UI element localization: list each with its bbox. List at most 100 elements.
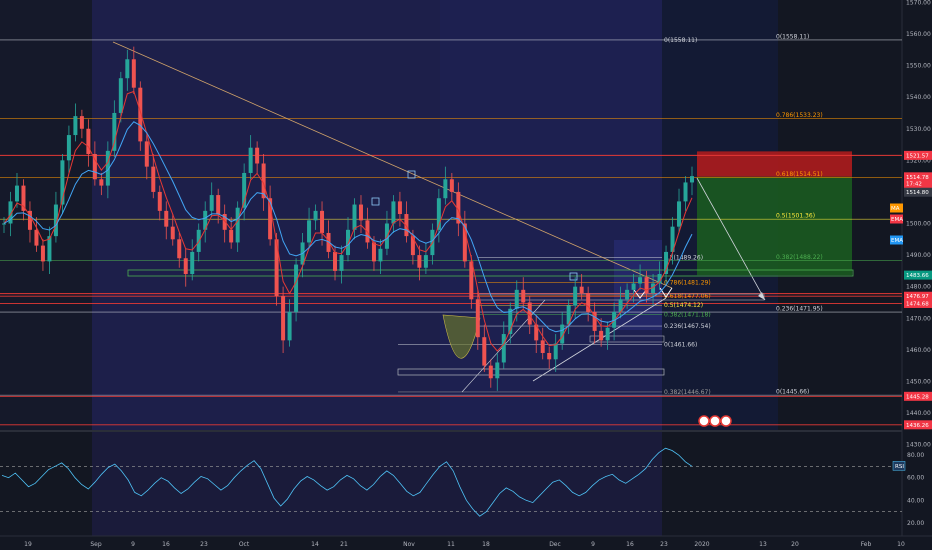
- candle-body: [307, 220, 312, 243]
- fib-level-label: 0.618(1514.51): [776, 171, 823, 178]
- candle-body: [560, 324, 565, 344]
- time-tick-label: 11: [447, 541, 455, 548]
- candle-body: [99, 179, 104, 186]
- candle-body: [397, 201, 402, 215]
- candle-body: [462, 223, 467, 262]
- candle-body: [34, 229, 39, 246]
- candle-body: [157, 191, 162, 211]
- candle-body: [294, 264, 299, 312]
- candle-body: [417, 255, 422, 268]
- candle-body: [242, 172, 247, 208]
- indicator-badge-box: [890, 203, 903, 213]
- ema-red-line[interactable]: [3, 90, 693, 352]
- time-tick-label: 19: [24, 541, 32, 548]
- fib-inner-label: 0(1461.66): [664, 342, 697, 349]
- candle-body: [151, 166, 156, 192]
- marker-box-2[interactable]: [407, 170, 416, 179]
- indicator-badge-label: EMA: [891, 217, 903, 223]
- check-mark-icon: [659, 287, 673, 298]
- price-tag-box: [904, 298, 932, 308]
- rsi-line[interactable]: [1, 447, 693, 517]
- marker-box-3[interactable]: [569, 272, 578, 281]
- price-axis[interactable]: 1570.00 1560.00 1550.00 1540.00 1530.00 1520.…: [906, 0, 931, 449]
- candle-body: [203, 210, 208, 230]
- price-tag-label: 1476.97: [906, 294, 929, 300]
- candle-body: [216, 195, 221, 215]
- price-tag-label: 1483.66: [906, 273, 929, 279]
- take-profit-zone[interactable]: [697, 176, 852, 276]
- fibonacci-retracement[interactable]: 0(1558.11) 0.786(1533.23) 0.618(1514.51) 0.…: [0, 33, 902, 396]
- rsi-tick-label: 20.00: [907, 520, 924, 527]
- candle-body: [333, 251, 338, 271]
- time-tick-label: Oct: [239, 541, 250, 548]
- rsi-tick-label: 80.00: [907, 452, 924, 459]
- candle-body: [404, 214, 409, 237]
- event-icon[interactable]: [709, 415, 721, 427]
- candle-body: [235, 207, 240, 243]
- mid-zone-2[interactable]: [589, 335, 665, 343]
- price-tag-box: [904, 172, 932, 182]
- rsi-pane[interactable]: [0, 447, 902, 517]
- rsi-tick-label: 60.00: [907, 475, 924, 482]
- candle-body: [112, 112, 117, 151]
- candle-body: [378, 248, 383, 262]
- price-tick-label: 1480.00: [906, 284, 931, 291]
- price-tag-box: [904, 150, 932, 160]
- rsi-tick-label: 40.00: [907, 497, 924, 504]
- demand-zone[interactable]: [397, 368, 665, 376]
- candle-body: [125, 59, 130, 79]
- projection-arrow[interactable]: [696, 177, 766, 301]
- price-tick-label: 1550.00: [906, 63, 931, 70]
- candle-body: [495, 362, 500, 379]
- risk-reward-position[interactable]: [697, 151, 852, 276]
- candle-body: [683, 182, 688, 202]
- fib-level-label: 0(1445.66): [776, 389, 809, 396]
- candle-body: [326, 232, 331, 252]
- ema-blue-line[interactable]: [3, 121, 693, 333]
- price-tag-box: [904, 179, 932, 189]
- candle-body: [592, 311, 597, 331]
- time-tick-label: 16: [626, 541, 634, 548]
- price-tag-label: 1445.28: [906, 394, 929, 400]
- rsi-axis[interactable]: 80.00 60.00 40.00 20.00 RSI: [892, 452, 924, 527]
- candle-body: [449, 179, 454, 192]
- fib-inner-label: 0.236(1467.54): [664, 323, 711, 330]
- drawings[interactable]: [112, 41, 854, 393]
- horizontal-levels[interactable]: [0, 154, 902, 426]
- support-zone-upper[interactable]: [127, 269, 854, 277]
- event-icon[interactable]: [698, 415, 710, 427]
- candle-body: [248, 147, 253, 173]
- candle-body: [644, 277, 649, 293]
- descending-trendline[interactable]: [112, 41, 673, 289]
- event-icons[interactable]: [698, 415, 732, 427]
- time-tick-label: 13: [759, 541, 767, 548]
- price-tick-label: 1450.00: [906, 378, 931, 385]
- price-tick-label: 1520.00: [906, 157, 931, 164]
- time-axis[interactable]: 19 Sep 9 16 23 Oct 14 21 Nov 11 18 Dec 9 16 23 2020 13 20…: [24, 541, 905, 548]
- candle-body: [66, 135, 71, 161]
- projection-arrowhead-icon: [758, 292, 765, 300]
- candle-body: [352, 204, 357, 230]
- candlestick-series[interactable]: [2, 46, 694, 391]
- time-tick-label: Feb: [861, 541, 872, 548]
- fib-level-label: 0(1558.11): [776, 33, 809, 40]
- candle-body: [391, 201, 396, 224]
- candle-body: [209, 195, 214, 211]
- fib-inner-label: 0.5(1474.12): [664, 302, 703, 309]
- marker-box-1[interactable]: [371, 197, 380, 206]
- time-tick-label: 21: [340, 541, 348, 548]
- candle-body: [346, 229, 350, 256]
- time-tick-label: 14: [311, 541, 319, 548]
- candle-body: [501, 334, 506, 363]
- event-icon[interactable]: [720, 415, 732, 427]
- indicator-badges[interactable]: MA EMA EMA: [890, 203, 903, 245]
- price-tag-label: 1436.26: [906, 423, 929, 429]
- candle-body: [261, 163, 266, 199]
- candle-body: [73, 116, 78, 136]
- candle-body: [170, 226, 175, 240]
- candle-body: [651, 283, 656, 293]
- candle-body: [86, 128, 91, 155]
- price-tag-box: [904, 270, 932, 280]
- indicator-badge: EMA: [890, 235, 903, 245]
